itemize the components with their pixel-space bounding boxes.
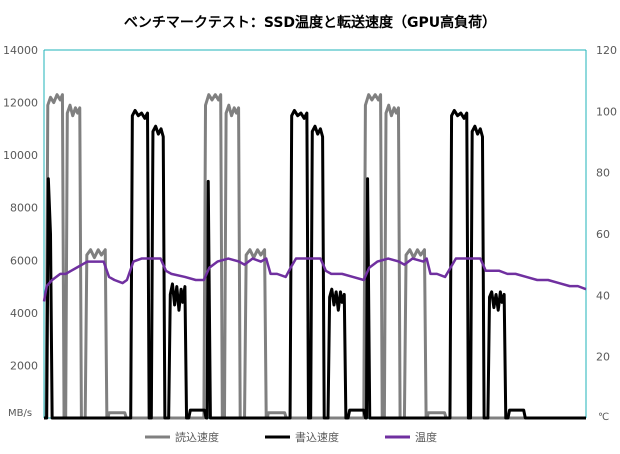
right-axis-ticks: 20 40 60 80 100 120 [596,44,617,364]
legend: 読込速度 書込速度 温度 [145,430,437,444]
right-tick-label: 40 [596,289,610,302]
right-axis-unit: ℃ [598,412,609,423]
right-tick-label: 80 [596,167,610,180]
left-tick-label: 6000 [10,254,38,267]
series-layer [42,93,587,420]
left-axis-ticks: 2000 4000 6000 8000 10000 12000 14000 [3,44,38,372]
left-tick-label: 14000 [3,44,38,57]
right-tick-label: 120 [596,44,617,57]
right-tick-label: 20 [596,351,610,364]
chart-title: ベンチマークテスト：SSD温度と転送速度（GPU高負荷） [124,14,496,31]
legend-label-write: 書込速度 [295,430,339,444]
legend-label-temperature: 温度 [415,430,437,444]
legend-item-read: 読込速度 [145,430,219,444]
left-tick-label: 4000 [10,307,38,320]
left-tick-label: 2000 [10,359,38,372]
series-line-write [44,108,586,420]
left-tick-label: 12000 [3,97,38,110]
series-line-temperature [42,257,587,302]
legend-item-write: 書込速度 [265,430,339,444]
left-tick-label: 10000 [3,149,38,162]
left-tick-label: 8000 [10,202,38,215]
right-tick-label: 100 [596,105,617,118]
legend-label-read: 読込速度 [175,430,219,444]
series-line-read [44,93,586,420]
left-axis-unit: MB/s [8,408,32,419]
legend-item-temperature: 温度 [385,430,437,444]
right-tick-label: 60 [596,228,610,241]
